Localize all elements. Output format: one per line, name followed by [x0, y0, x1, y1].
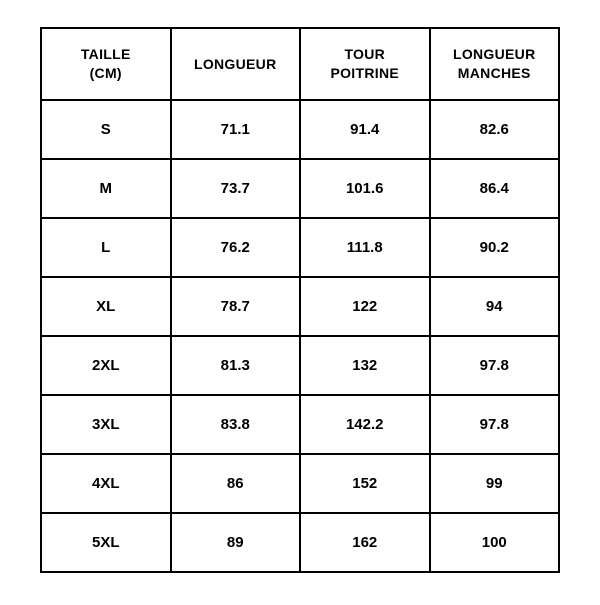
header-longueur: LONGUEUR: [171, 28, 301, 100]
table-body: S 71.1 91.4 82.6 M 73.7 101.6 86.4 L 76.…: [41, 100, 559, 572]
cell-length: 81.3: [171, 336, 301, 395]
cell-chest: 152: [300, 454, 430, 513]
cell-sleeve: 97.8: [430, 336, 560, 395]
table-row: 5XL 89 162 100: [41, 513, 559, 572]
table-header-row: TAILLE(CM) LONGUEUR TOURPOITRINE LONGUEU…: [41, 28, 559, 100]
cell-size: S: [41, 100, 171, 159]
table-row: S 71.1 91.4 82.6: [41, 100, 559, 159]
cell-chest: 142.2: [300, 395, 430, 454]
cell-sleeve: 99: [430, 454, 560, 513]
header-label: LONGUEUR: [194, 56, 277, 72]
cell-chest: 101.6: [300, 159, 430, 218]
header-taille: TAILLE(CM): [41, 28, 171, 100]
cell-chest: 122: [300, 277, 430, 336]
cell-sleeve: 94: [430, 277, 560, 336]
table-row: 2XL 81.3 132 97.8: [41, 336, 559, 395]
cell-length: 73.7: [171, 159, 301, 218]
header-label: TAILLE(CM): [81, 46, 131, 81]
header-label: LONGUEURMANCHES: [453, 46, 536, 81]
table-row: XL 78.7 122 94: [41, 277, 559, 336]
header-longueur-manches: LONGUEURMANCHES: [430, 28, 560, 100]
cell-sleeve: 100: [430, 513, 560, 572]
cell-length: 86: [171, 454, 301, 513]
cell-chest: 111.8: [300, 218, 430, 277]
size-chart-table: TAILLE(CM) LONGUEUR TOURPOITRINE LONGUEU…: [40, 27, 560, 573]
cell-sleeve: 86.4: [430, 159, 560, 218]
cell-length: 76.2: [171, 218, 301, 277]
cell-chest: 91.4: [300, 100, 430, 159]
cell-length: 71.1: [171, 100, 301, 159]
cell-length: 89: [171, 513, 301, 572]
cell-length: 83.8: [171, 395, 301, 454]
cell-sleeve: 90.2: [430, 218, 560, 277]
cell-chest: 132: [300, 336, 430, 395]
size-chart-container: TAILLE(CM) LONGUEUR TOURPOITRINE LONGUEU…: [0, 0, 600, 605]
cell-size: XL: [41, 277, 171, 336]
cell-sleeve: 82.6: [430, 100, 560, 159]
table-row: L 76.2 111.8 90.2: [41, 218, 559, 277]
cell-size: 3XL: [41, 395, 171, 454]
header-tour-poitrine: TOURPOITRINE: [300, 28, 430, 100]
table-row: 4XL 86 152 99: [41, 454, 559, 513]
header-label: TOURPOITRINE: [330, 46, 399, 81]
cell-size: M: [41, 159, 171, 218]
cell-length: 78.7: [171, 277, 301, 336]
cell-size: 4XL: [41, 454, 171, 513]
cell-size: L: [41, 218, 171, 277]
table-row: M 73.7 101.6 86.4: [41, 159, 559, 218]
cell-size: 2XL: [41, 336, 171, 395]
cell-chest: 162: [300, 513, 430, 572]
cell-sleeve: 97.8: [430, 395, 560, 454]
cell-size: 5XL: [41, 513, 171, 572]
table-row: 3XL 83.8 142.2 97.8: [41, 395, 559, 454]
